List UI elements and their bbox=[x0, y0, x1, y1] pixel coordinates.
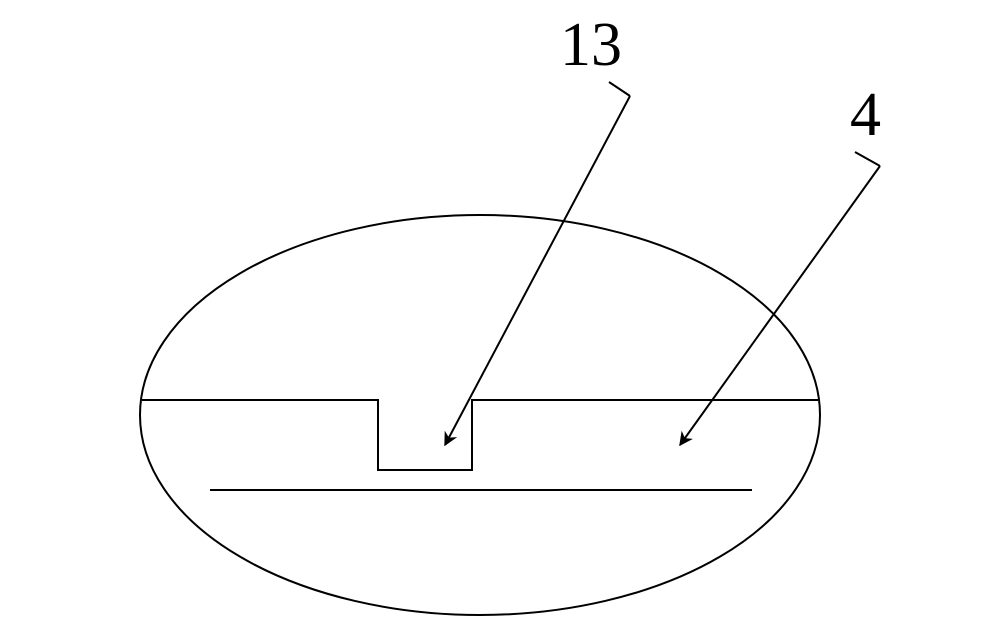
callout-label-4: 4 bbox=[850, 80, 881, 151]
leader-13-line bbox=[445, 96, 630, 445]
detail-ellipse bbox=[140, 215, 820, 615]
leader-13-tick bbox=[609, 82, 630, 96]
leader-4-tick bbox=[855, 152, 880, 166]
leader-4-line bbox=[680, 166, 880, 445]
profile-top-line bbox=[142, 400, 818, 470]
callout-label-13: 13 bbox=[560, 10, 622, 81]
